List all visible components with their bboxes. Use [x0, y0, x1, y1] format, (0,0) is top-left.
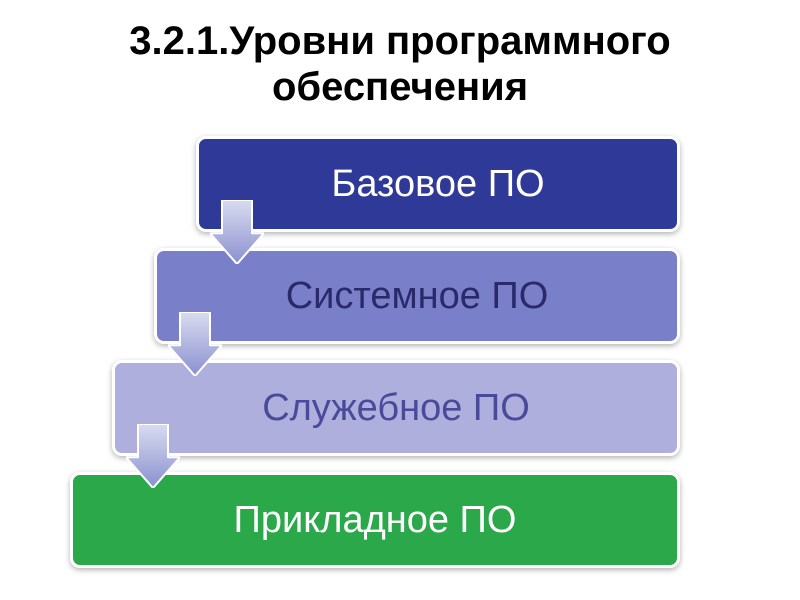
level-label: Служебное ПО	[262, 387, 530, 430]
level-block-1: Системное ПО	[154, 248, 680, 344]
level-label: Прикладное ПО	[234, 499, 517, 542]
level-block-3: Прикладное ПО	[70, 472, 680, 568]
diagram-stack: Базовое ПО Системное ПО Служебное ПО При…	[70, 136, 730, 586]
page-title: 3.2.1.Уровни программного обеспечения	[0, 0, 800, 120]
level-label: Системное ПО	[286, 275, 549, 318]
level-block-2: Служебное ПО	[112, 360, 680, 456]
level-label: Базовое ПО	[331, 163, 544, 206]
level-block-0: Базовое ПО	[196, 136, 680, 232]
